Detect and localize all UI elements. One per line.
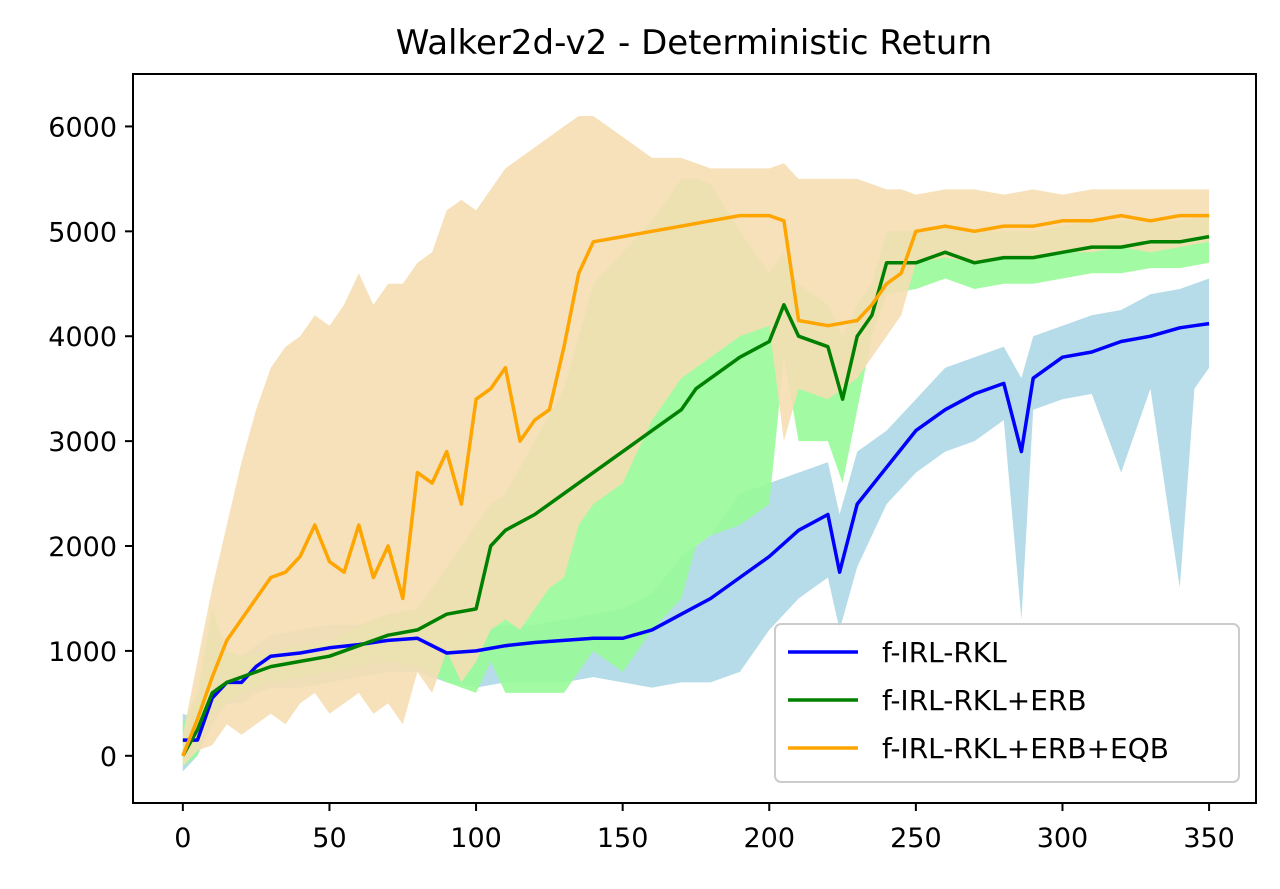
y-tick-label-0: 0 <box>100 742 117 773</box>
y-tick-label-3: 3000 <box>48 427 117 458</box>
x-axis-ticks: 0 50 100 150 200 250 300 350 <box>174 803 1235 854</box>
chart-title: Walker2d-v2 - Deterministic Return <box>396 23 992 63</box>
series-line-1 <box>181 234 1210 757</box>
x-tick-label-0: 0 <box>174 823 191 854</box>
y-tick-label-2: 2000 <box>48 532 117 563</box>
legend: f-IRL-RKL f-IRL-RKL+ERB f-IRL-RKL+ERB+EQB <box>774 623 1240 783</box>
y-tick-label-1: 1000 <box>48 637 117 668</box>
x-tick-label-4: 200 <box>743 823 795 854</box>
x-tick-label-5: 250 <box>890 823 942 854</box>
series-line-2 <box>181 213 1210 757</box>
x-tick-label-1: 50 <box>312 823 346 854</box>
legend-label-0: f-IRL-RKL <box>882 636 1007 669</box>
x-tick-label-3: 150 <box>597 823 649 854</box>
series-band-2 <box>182 116 1210 767</box>
x-tick-label-7: 350 <box>1183 823 1235 854</box>
series-line-0 <box>182 321 1210 742</box>
x-tick-label-2: 100 <box>450 823 502 854</box>
y-tick-label-5: 5000 <box>48 217 117 248</box>
legend-label-1: f-IRL-RKL+ERB <box>882 684 1087 717</box>
y-tick-label-4: 4000 <box>48 322 117 353</box>
legend-label-2: f-IRL-RKL+ERB+EQB <box>882 732 1169 765</box>
series-lines <box>181 213 1210 757</box>
y-axis-ticks: 0 1000 2000 3000 4000 5000 6000 <box>48 112 133 773</box>
legend-box <box>774 623 1240 783</box>
y-tick-label-6: 6000 <box>48 112 117 143</box>
plot-frame <box>132 73 1257 804</box>
x-tick-label-6: 300 <box>1037 823 1089 854</box>
